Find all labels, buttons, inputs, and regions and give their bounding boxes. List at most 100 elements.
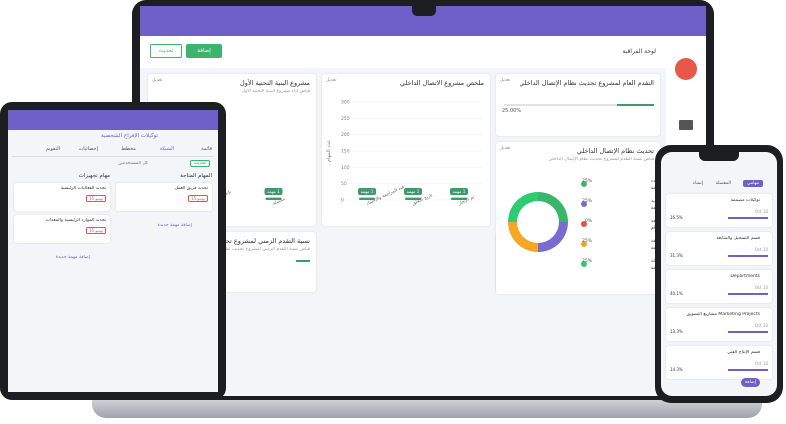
- phone-tab[interactable]: إنشاء: [692, 181, 703, 186]
- project-date: 10 Oct: [754, 323, 768, 328]
- add-button[interactable]: إضافة: [186, 44, 222, 58]
- project-progress: 16.5%: [670, 215, 683, 220]
- fab[interactable]: إضافة: [741, 378, 761, 387]
- y-tick-label: 50: [341, 181, 347, 187]
- tab[interactable]: إحصائيات: [78, 146, 98, 152]
- column-title: المهام المتاحة: [180, 173, 212, 179]
- card: ملخص مشروع الاتصال الداخلي تعديل 0 50 100 150…: [322, 74, 490, 226]
- project-bar: [728, 217, 768, 219]
- project-card[interactable]: قسم الإنتاج الفني 10 Oct 14.3%: [666, 346, 772, 379]
- bar-badge: [404, 188, 422, 195]
- project-bar: [728, 293, 768, 295]
- task-date: يونيو 15: [188, 195, 208, 202]
- project-card[interactable]: قسم التسجيل والمتابعة 10 Oct 31.3%: [666, 232, 772, 265]
- refresh-button[interactable]: تحديث: [189, 160, 210, 167]
- value-label: 1 مهمة: [361, 189, 374, 194]
- tablet-top-bar: [8, 110, 218, 130]
- card-title: نسبة التقدم الزمني لمشروع تحديث: [214, 237, 310, 245]
- value-label: 1 مهمة: [267, 189, 280, 194]
- bar-badge: [358, 188, 376, 195]
- task-card: تحديد الفعاليات الرئيسية يونيو 15: [14, 183, 110, 211]
- legend-label: 0%: [585, 218, 593, 224]
- progress-label: 25.00%: [502, 108, 522, 114]
- tablet-screen: توكيلات الإفراج الشخصية قائمة الشبكة مخطط إ…: [8, 110, 218, 392]
- add-task[interactable]: إضافة مهمة جديدة: [157, 223, 192, 228]
- project-progress: 40.1%: [670, 291, 683, 296]
- task-date: يونيو 15: [86, 195, 106, 202]
- card: التقدم العام لمشروع تحديث نظام الإتصال ا…: [496, 74, 660, 136]
- donut-chart: 25%بإنتظار البدء1 مهمة25%قيد التنفيذ1 مه…: [508, 178, 660, 271]
- legend-dot: [581, 241, 587, 247]
- edit-link[interactable]: تعديل: [500, 146, 511, 151]
- tab[interactable]: الشبكة: [159, 146, 174, 152]
- bar: [265, 197, 282, 200]
- bar-badge: [450, 188, 468, 195]
- card: تحديث نظام الإتصال الداخلي قياس نسبة التق…: [496, 142, 660, 294]
- phone-tab[interactable]: مهامي: [742, 180, 763, 187]
- project-bar: [728, 331, 768, 333]
- project-card[interactable]: توكيلات مصممة 10 Oct 16.5%: [666, 194, 772, 227]
- phone-screen: مهامي المفضلة إنشاء توكيلات مصممة 10 Oct 16.5…: [661, 152, 777, 396]
- legend-label: 25%: [582, 238, 593, 244]
- project-bar: [728, 255, 768, 257]
- card-title: التقدم العام لمشروع تحديث نظام الإتصال ا…: [520, 79, 654, 87]
- tab[interactable]: قائمة: [201, 146, 212, 152]
- y-tick-label: 0: [341, 198, 344, 204]
- card-title: مشروع البنية التحتية الأول: [240, 79, 310, 87]
- value-label: 1 مهمة: [407, 189, 420, 194]
- task-date: يونيو 15: [86, 227, 106, 234]
- y-tick-label: 300: [341, 100, 350, 106]
- donut-segment: [538, 222, 568, 252]
- project-date: 10 Oct: [754, 247, 768, 252]
- tab[interactable]: مخطط: [121, 146, 136, 152]
- bar: [405, 197, 421, 200]
- folder-icon[interactable]: [679, 120, 693, 130]
- task-title: تحديد الفعاليات الرئيسية: [60, 186, 106, 191]
- edit-link[interactable]: تعديل: [500, 78, 511, 83]
- y-tick-label: 200: [341, 132, 350, 138]
- project-title: توكيلات مصممة: [730, 198, 760, 203]
- x-tick-label: مكتملة: [272, 196, 287, 207]
- bar: [451, 197, 467, 200]
- donut-segment: [538, 192, 568, 222]
- bar-badge: [264, 188, 283, 195]
- project-title: Departments: [730, 274, 760, 279]
- task-title: تحديد فريق العمل: [174, 186, 208, 191]
- legend-dot: [581, 201, 587, 207]
- tab[interactable]: التقويم: [45, 146, 60, 152]
- filter[interactable]: كل المستخدمين: [117, 161, 148, 166]
- y-tick-label: 100: [341, 165, 350, 171]
- project-date: 10 Oct: [754, 361, 768, 366]
- legend-dot: [581, 181, 587, 187]
- legend-label: 25%: [582, 178, 593, 184]
- legend-label: 25%: [582, 198, 593, 204]
- phone-notch: [699, 152, 739, 161]
- project-bar: [728, 369, 768, 371]
- toolbar: لوحة المراقبة إضافة تحديث: [140, 36, 666, 68]
- task-card: تحديد الموارد الرئيسية والمعدات يونيو 15: [14, 215, 110, 243]
- project-progress: 31.3%: [670, 253, 683, 258]
- edit-link[interactable]: تعديل: [152, 78, 163, 83]
- laptop-base: [92, 396, 762, 418]
- y-tick-label: 150: [341, 149, 350, 155]
- donut-segment: [508, 222, 538, 252]
- edit-link[interactable]: تعديل: [326, 78, 337, 83]
- avatar[interactable]: [675, 58, 697, 80]
- legend-label: 25%: [582, 258, 593, 264]
- project-title: قسم الإنتاج الفني: [727, 350, 760, 355]
- refresh-button[interactable]: تحديث: [150, 44, 182, 58]
- y-tick-label: 250: [341, 116, 350, 122]
- project-card[interactable]: Departments 10 Oct 40.1%: [666, 270, 772, 303]
- phone-tab[interactable]: المفضلة: [715, 181, 731, 186]
- project-card[interactable]: Marketing Projects مشاريع التسويق 10 Oct 1…: [666, 308, 772, 341]
- card-subtitle: قياس نسبة التقدم الزمني لمشروع تحديث نظا…: [206, 247, 310, 252]
- project-title: Marketing Projects مشاريع التسويق: [686, 312, 760, 317]
- donut-segment: [508, 192, 538, 222]
- add-task[interactable]: إضافة مهمة جديدة: [55, 255, 90, 260]
- card-subtitle: قياس اداء مشروع البنية التحتية الأول: [241, 89, 310, 94]
- project-progress: 13.3%: [670, 329, 683, 334]
- x-tick-label: تم الإنجاز: [457, 195, 476, 208]
- timeline-bar: [296, 260, 310, 262]
